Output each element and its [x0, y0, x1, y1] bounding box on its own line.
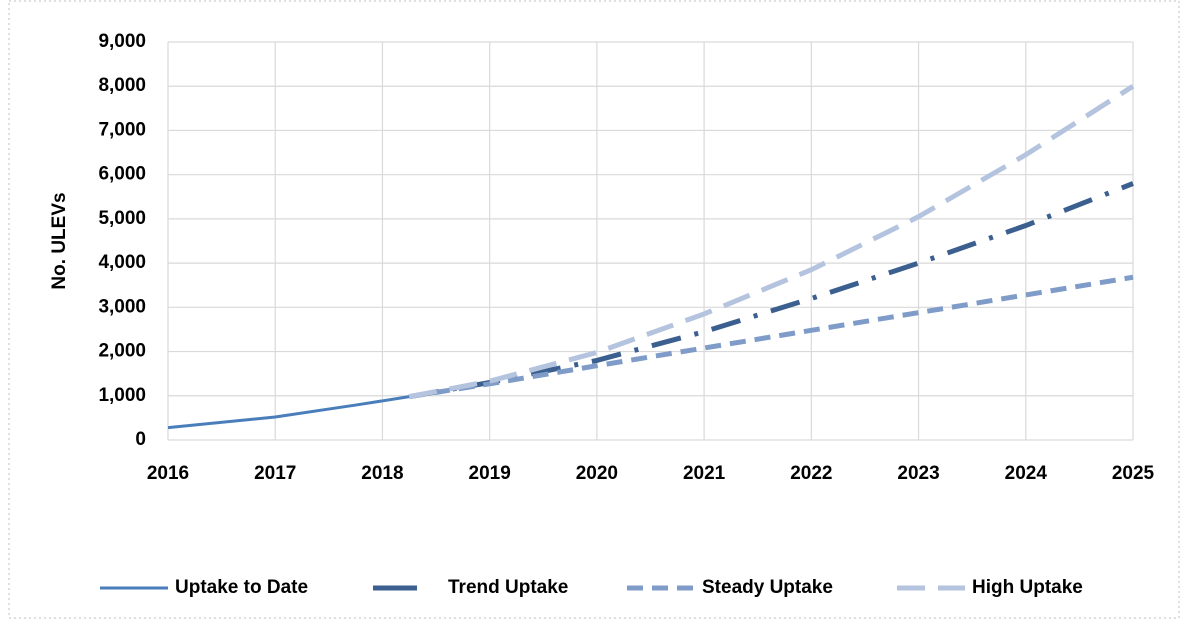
y-tick-label: 1,000 — [98, 385, 146, 406]
y-tick-label: 4,000 — [98, 252, 146, 273]
x-tick-label: 2023 — [897, 463, 939, 484]
legend-label: Steady Uptake — [702, 577, 833, 598]
x-tick-label: 2020 — [576, 463, 618, 484]
y-tick-label: 7,000 — [98, 119, 146, 140]
y-tick-label: 6,000 — [98, 164, 146, 185]
series-line — [408, 274, 1134, 400]
x-tick-label: 2019 — [469, 463, 511, 484]
legend-label: High Uptake — [972, 577, 1083, 598]
x-tick-label: 2021 — [683, 463, 726, 484]
y-tick-label: 3,000 — [98, 296, 146, 317]
legend-label: Uptake to Date — [175, 577, 308, 598]
chart-border — [8, 0, 1180, 619]
series-line — [408, 84, 1135, 400]
x-tick-label: 2024 — [1005, 463, 1048, 484]
x-tick-label: 2022 — [790, 463, 832, 484]
series-line — [408, 181, 1134, 400]
x-tick-label: 2025 — [1112, 463, 1155, 484]
y-axis-label: No. ULEVs — [49, 192, 70, 289]
series-line — [167, 395, 410, 430]
x-tick-label: 2016 — [147, 463, 189, 484]
y-tick-label: 9,000 — [98, 31, 146, 52]
x-tick-label: 2018 — [361, 463, 403, 484]
legend-label: Trend Uptake — [448, 577, 568, 598]
x-tick-label: 2017 — [254, 463, 296, 484]
y-tick-label: 5,000 — [98, 208, 146, 229]
y-tick-label: 8,000 — [98, 75, 146, 96]
y-tick-label: 0 — [135, 429, 146, 450]
y-tick-label: 2,000 — [98, 341, 146, 362]
